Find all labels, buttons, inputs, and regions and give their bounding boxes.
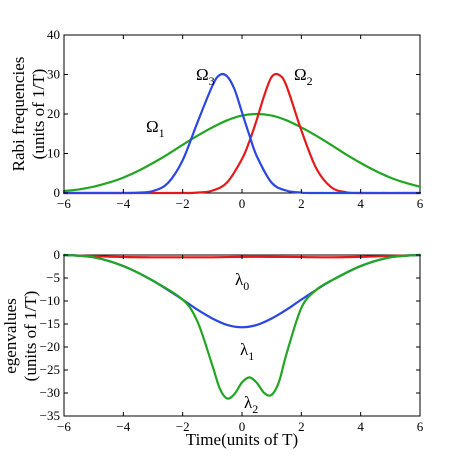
y-tick-label: 40 xyxy=(47,27,60,42)
eigenvalues-panel: −6 −4 −2 0 2 4 60−5−10−15−20−25−30−35 egenvalu… xyxy=(1,247,424,449)
series-line-omega-2 xyxy=(62,72,422,195)
x-tick-label: 0 xyxy=(239,196,246,211)
series-line-lambda-1 xyxy=(62,253,422,329)
x-tick-label: 6 xyxy=(417,196,424,211)
y-tick-label: −10 xyxy=(40,293,60,308)
y-tick-label: 0 xyxy=(54,185,61,200)
y-tick-label: −25 xyxy=(40,362,60,377)
x-tick-label: −2 xyxy=(176,196,190,211)
y-tick-label: −15 xyxy=(40,316,60,331)
y-tick-label: −20 xyxy=(40,339,60,354)
y-axis-title-line2: (units of 1/T) xyxy=(29,69,48,160)
x-axis-title: Time(units of T) xyxy=(186,430,298,449)
annotation-omega-3: Ω3 xyxy=(196,65,215,88)
annotation-lambda-2: λ2 xyxy=(244,393,258,416)
x-tick-label: 2 xyxy=(298,196,305,211)
x-tick-label: 4 xyxy=(357,419,364,434)
annotation-omega-1: Ω1 xyxy=(146,117,165,140)
y-axis-title-line1: egenvalues xyxy=(1,298,20,374)
y-tick-label: 30 xyxy=(47,67,60,82)
y-axis-title-line1: Rabi frequencies xyxy=(9,57,28,172)
x-tick-label: −6 xyxy=(57,419,71,434)
series-lines xyxy=(62,72,422,195)
x-tick-label: −4 xyxy=(116,419,130,434)
x-tick-label: 0 xyxy=(239,419,246,434)
y-tick-label: −5 xyxy=(46,270,60,285)
x-tick-label: −6 xyxy=(57,196,71,211)
y-axis-title-line2: (units of 1/T) xyxy=(21,291,40,382)
series-line-lambda-2 xyxy=(62,253,422,400)
x-tick-label: 2 xyxy=(298,419,305,434)
y-tick-label: −30 xyxy=(40,385,60,400)
y-tick-label: −35 xyxy=(40,408,60,423)
y-tick-label: 0 xyxy=(54,247,61,262)
annotation-lambda-1: λ1 xyxy=(240,340,254,363)
axis-ticks: −6 −4 −2 0 2 4 6 0 10 20 30 40 xyxy=(47,27,424,211)
x-tick-label: 6 xyxy=(417,419,424,434)
y-tick-label: 10 xyxy=(47,146,60,161)
annotation-lambda-0: λ0 xyxy=(235,270,249,293)
rabi-frequencies-panel: −6 −4 −2 0 2 4 6 0 10 20 30 40 Rabi frequencies (un… xyxy=(9,27,424,211)
axis-ticks: −6 −4 −2 0 2 4 60−5−10−15−20−25−30−35 xyxy=(40,247,424,434)
x-tick-label: 4 xyxy=(357,196,364,211)
annotation-omega-2: Ω2 xyxy=(294,65,313,88)
series-line-omega-3 xyxy=(62,72,422,195)
x-tick-label: −2 xyxy=(176,419,190,434)
y-tick-label: 20 xyxy=(47,106,60,121)
x-tick-label: −4 xyxy=(116,196,130,211)
series-line-omega-1 xyxy=(62,112,422,193)
